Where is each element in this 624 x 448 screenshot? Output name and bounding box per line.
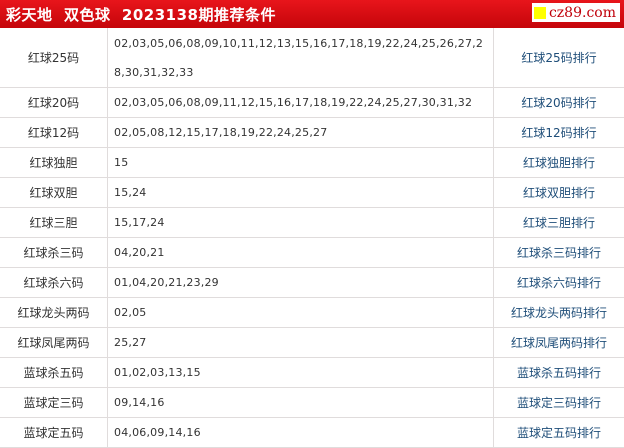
ranking-link[interactable]: 红球25码排行 xyxy=(494,28,624,88)
condition-name: 红球12码 xyxy=(0,118,108,148)
condition-name: 蓝球定五码 xyxy=(0,418,108,448)
page-title: 彩天地 双色球 2023138期推荐条件 xyxy=(6,4,276,25)
ranking-link[interactable]: 蓝球杀五码排行 xyxy=(494,358,624,388)
ranking-link[interactable]: 红球独胆排行 xyxy=(494,148,624,178)
ranking-link[interactable]: 蓝球定三码排行 xyxy=(494,388,624,418)
condition-numbers: 09,14,16 xyxy=(108,388,494,418)
ranking-link[interactable]: 红球龙头两码排行 xyxy=(494,298,624,328)
condition-numbers: 01,04,20,21,23,29 xyxy=(108,268,494,298)
condition-numbers: 02,03,05,06,08,09,11,12,15,16,17,18,19,2… xyxy=(108,88,494,118)
condition-name: 红球三胆 xyxy=(0,208,108,238)
ranking-link[interactable]: 红球杀六码排行 xyxy=(494,268,624,298)
ranking-link[interactable]: 红球12码排行 xyxy=(494,118,624,148)
condition-numbers: 02,03,05,06,08,09,10,11,12,13,15,16,17,1… xyxy=(108,28,494,88)
condition-numbers: 02,05,08,12,15,17,18,19,22,24,25,27 xyxy=(108,118,494,148)
condition-numbers: 02,05 xyxy=(108,298,494,328)
site-logo[interactable]: cz89.com xyxy=(532,3,620,22)
ranking-link[interactable]: 红球20码排行 xyxy=(494,88,624,118)
condition-name: 红球20码 xyxy=(0,88,108,118)
condition-name: 红球双胆 xyxy=(0,178,108,208)
ranking-link[interactable]: 红球双胆排行 xyxy=(494,178,624,208)
condition-numbers: 15,17,24 xyxy=(108,208,494,238)
ranking-link[interactable]: 红球三胆排行 xyxy=(494,208,624,238)
page-header: 彩天地 双色球 2023138期推荐条件 cz89.com xyxy=(0,0,624,28)
condition-numbers: 15,24 xyxy=(108,178,494,208)
condition-numbers: 25,27 xyxy=(108,328,494,358)
condition-name: 红球龙头两码 xyxy=(0,298,108,328)
ranking-link[interactable]: 蓝球定五码排行 xyxy=(494,418,624,448)
condition-numbers: 04,06,09,14,16 xyxy=(108,418,494,448)
condition-name: 红球凤尾两码 xyxy=(0,328,108,358)
condition-name: 蓝球定三码 xyxy=(0,388,108,418)
logo-square-icon xyxy=(534,7,546,19)
logo-text: cz89.com xyxy=(549,5,616,21)
condition-numbers: 15 xyxy=(108,148,494,178)
ranking-link[interactable]: 红球杀三码排行 xyxy=(494,238,624,268)
condition-name: 红球杀六码 xyxy=(0,268,108,298)
condition-numbers: 04,20,21 xyxy=(108,238,494,268)
condition-name: 蓝球杀五码 xyxy=(0,358,108,388)
ranking-link[interactable]: 红球凤尾两码排行 xyxy=(494,328,624,358)
condition-name: 红球独胆 xyxy=(0,148,108,178)
condition-name: 红球25码 xyxy=(0,28,108,88)
condition-numbers: 01,02,03,13,15 xyxy=(108,358,494,388)
condition-name: 红球杀三码 xyxy=(0,238,108,268)
